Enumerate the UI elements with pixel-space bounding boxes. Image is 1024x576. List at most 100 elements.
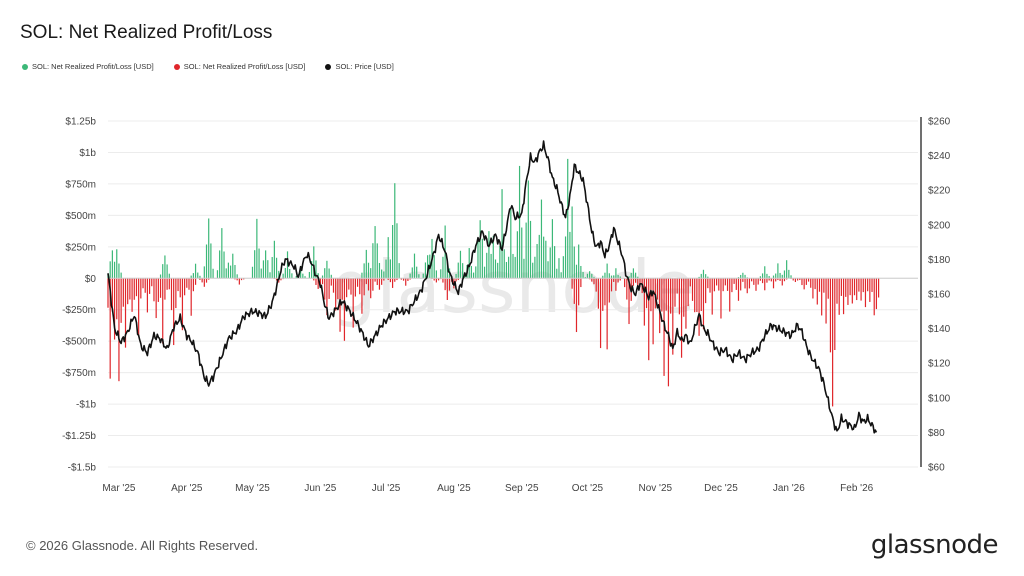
bar-loss [757,278,759,285]
bar-loss [786,278,788,280]
bar-loss [832,278,834,407]
bar-profit [422,273,424,279]
bar-profit [221,228,223,279]
bar-loss [433,278,435,281]
bar-profit [510,208,512,279]
bar-loss [595,278,597,292]
bar-profit [468,248,470,279]
bar-loss [877,278,880,298]
bar-profit [219,250,221,279]
legend-item-profit[interactable]: SOL: Net Realized Profit/Loss [USD] [22,62,154,71]
bar-loss [753,278,755,285]
bar-profit [113,261,116,279]
bar-profit [232,253,234,279]
bar-profit [700,273,702,279]
bar-profit [116,249,118,279]
bar-loss [685,278,687,329]
bar-profit [168,273,170,279]
x-tick-label: Apr '25 [171,483,203,494]
bar-profit [256,218,258,279]
bar-profit [475,266,477,279]
bar-loss [838,278,840,315]
bar-profit [457,262,459,279]
bar-profit [540,199,543,279]
bar-profit [492,235,494,279]
bar-loss [144,278,146,293]
bar-loss [275,278,278,281]
bar-loss [238,278,240,285]
bar-profit [564,236,567,279]
bar-loss [129,278,131,300]
bar-loss [140,278,142,299]
bar-loss [317,278,319,289]
bar-loss [858,278,860,292]
bar-loss [571,278,573,289]
bar-loss [444,278,446,291]
legend-item-price[interactable]: SOL: Price [USD] [325,62,394,71]
y2-tick-label: $180 [928,255,951,266]
y-tick-label: -$1.5b [68,463,97,474]
bar-loss [860,278,862,301]
copyright-text: © 2026 Glassnode. All Rights Reserved. [26,538,259,553]
y2-tick-label: $140 [928,324,951,335]
bar-profit [584,277,586,279]
bar-profit [295,276,297,279]
bar-profit [527,180,529,279]
bar-loss [810,278,812,288]
bar-loss [812,278,814,299]
bar-profit [567,158,569,279]
bar-loss [807,278,810,282]
bar-profit [532,262,534,279]
y2-tick-label: $220 [928,186,951,197]
bar-profit [617,274,619,279]
x-tick-label: Nov '25 [639,483,673,494]
bar-loss [720,278,722,319]
legend-item-loss[interactable]: SOL: Net Realized Profit/Loss [USD] [173,62,305,71]
bar-profit [159,274,162,279]
bar-profit [455,273,457,279]
bar-profit [602,275,604,279]
bar-loss [437,278,440,281]
bar-loss [656,278,659,300]
bar-profit [775,273,777,279]
price-line [107,140,878,434]
bar-profit [328,268,330,279]
bar-loss [162,278,164,344]
bar-loss [337,278,339,300]
bar-loss [142,278,144,289]
bar-loss [409,278,411,280]
bar-profit [363,263,365,279]
bar-loss [724,278,726,286]
bar-loss [378,278,381,290]
bar-profit [501,189,503,279]
bar-profit [553,246,556,279]
bar-loss [816,278,818,305]
bar-profit [361,272,363,279]
bar-profit [275,257,278,279]
bar-profit [396,223,398,279]
bar-profit [310,261,313,279]
bar-loss [818,278,821,292]
bar-profit [271,257,273,279]
bar-profit [315,260,317,279]
bar-loss [593,278,595,285]
bar-profit [560,272,562,279]
bar-profit [260,268,262,279]
bar-loss [869,278,871,302]
bar-profit [374,226,376,279]
bar-loss [155,278,157,319]
bar-loss [652,278,654,345]
bar-loss [354,278,356,297]
bar-profit [549,247,551,279]
bar-loss [109,278,111,379]
bar-profit [203,266,205,279]
bar-loss [356,278,359,287]
bar-loss [153,278,155,302]
bar-loss [319,278,321,286]
bar-profit [236,274,238,279]
bar-loss [845,278,847,297]
bar-profit [761,273,764,279]
bar-loss [352,278,354,328]
bar-profit [284,267,286,279]
bar-loss [179,278,181,298]
